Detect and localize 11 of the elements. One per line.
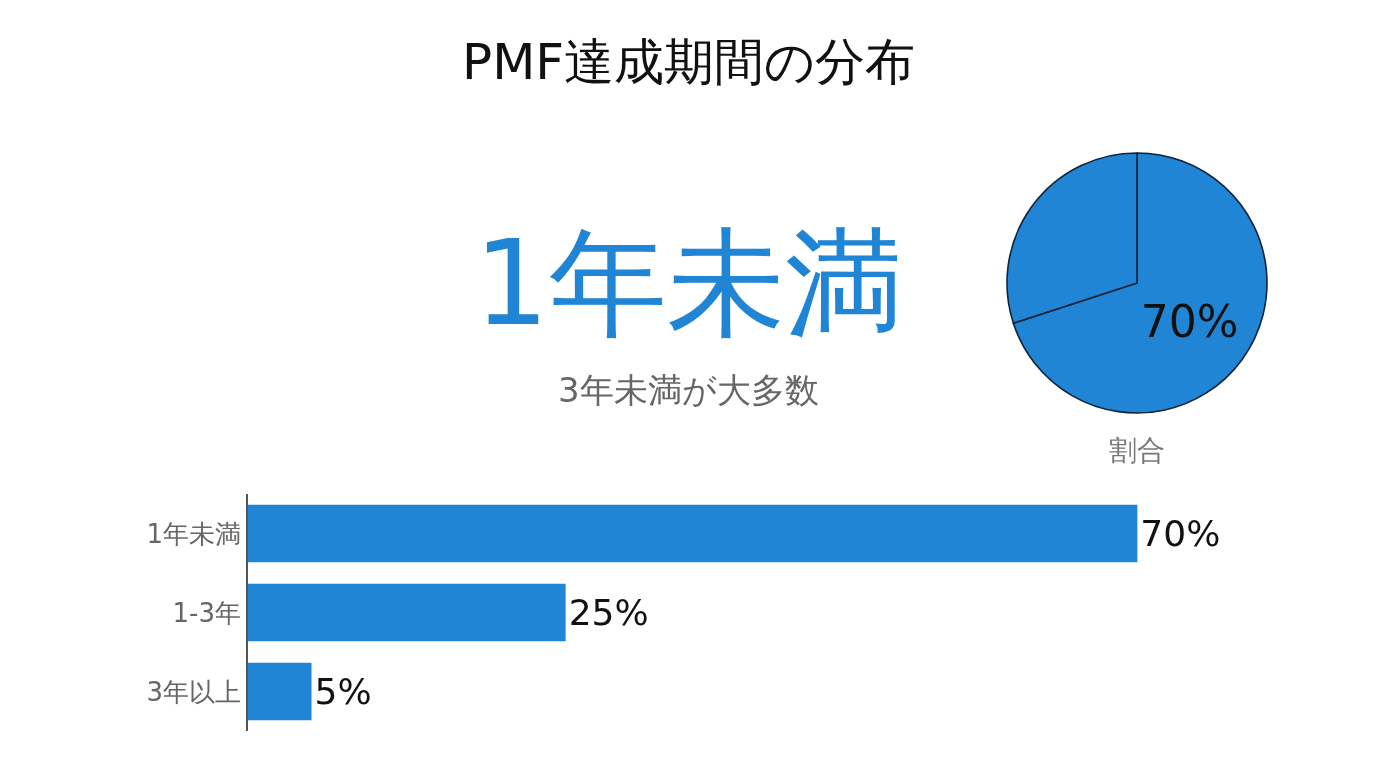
data-label: 70% (1140, 295, 1239, 347)
y-tick-label: 3年以上 (146, 676, 242, 707)
data-label: 25% (568, 592, 649, 633)
y-tick-label: 1年未満 (146, 518, 242, 549)
data-label: 5% (314, 671, 372, 713)
text: 1年未満 (474, 214, 904, 352)
data-label: 70% (1140, 513, 1221, 555)
y-tick-label: 1-3年 (172, 597, 242, 628)
text: 3年未満が大多数 (558, 370, 819, 410)
text: 割合 (1109, 434, 1165, 467)
text: PMF達成期間の分布 (462, 33, 916, 91)
